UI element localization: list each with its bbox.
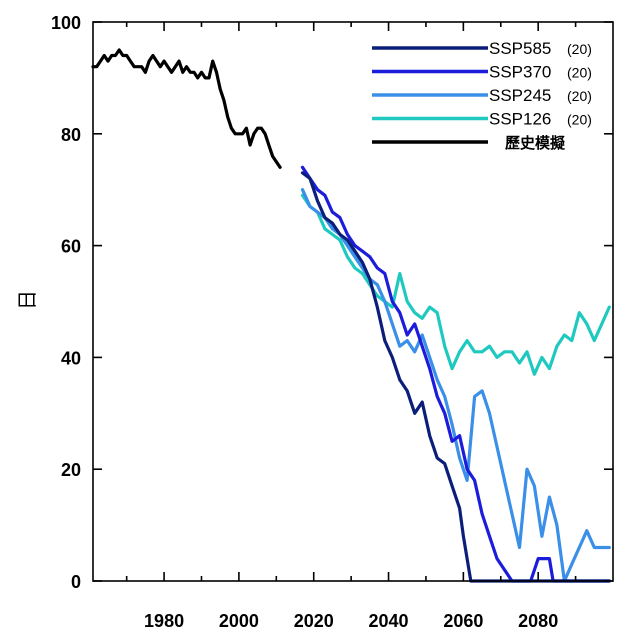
x-tick-label: 2000 bbox=[219, 611, 259, 631]
y-axis-ticks: 0 20 40 60 80 100 bbox=[51, 13, 613, 592]
x-axis-ticks: 1980 2000 2020 2040 2060 2080 bbox=[125, 22, 577, 631]
plot-frame bbox=[92, 21, 614, 582]
legend-series-name: 歷史模擬 bbox=[505, 134, 566, 152]
legend: SSP585 (20) SSP370 (20) SSP245 (20) SSP126 (20)… bbox=[372, 39, 592, 152]
y-tick-label: 0 bbox=[71, 572, 81, 592]
x-tick-label: 2080 bbox=[518, 611, 558, 631]
series-line-3 bbox=[300, 193, 611, 376]
legend-series-name: SSP126 bbox=[489, 110, 551, 129]
x-tick-label: 2020 bbox=[294, 611, 334, 631]
series-line-0 bbox=[300, 171, 611, 583]
x-tick-label: 2040 bbox=[369, 611, 409, 631]
y-tick-label: 20 bbox=[61, 460, 81, 480]
legend-series-name: SSP370 bbox=[489, 63, 551, 82]
y-axis-label: 日 bbox=[15, 290, 39, 310]
x-tick-label: 2060 bbox=[443, 611, 483, 631]
legend-series-name: SSP585 bbox=[489, 39, 551, 58]
legend-series-count: (20) bbox=[567, 88, 592, 104]
series-line-2 bbox=[300, 188, 611, 583]
y-tick-label: 60 bbox=[61, 237, 81, 257]
legend-series-count: (20) bbox=[567, 41, 592, 57]
y-tick-label: 80 bbox=[61, 125, 81, 145]
series-layer bbox=[91, 48, 611, 583]
y-tick-label: 40 bbox=[61, 348, 81, 368]
legend-series-name: SSP245 bbox=[489, 86, 551, 105]
legend-series-count: (20) bbox=[567, 65, 592, 81]
series-line-4 bbox=[91, 48, 282, 169]
y-tick-label: 100 bbox=[51, 13, 81, 33]
x-tick-label: 1980 bbox=[144, 611, 184, 631]
legend-series-count: (20) bbox=[567, 112, 592, 128]
